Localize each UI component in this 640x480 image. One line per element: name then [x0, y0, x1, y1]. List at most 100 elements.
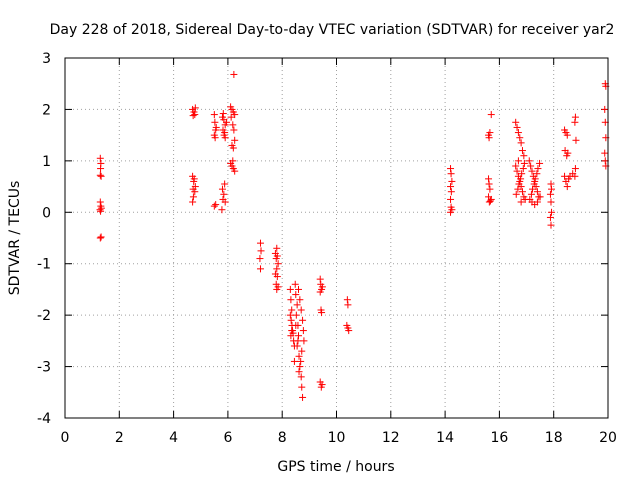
data-point	[219, 110, 227, 118]
data-point	[218, 206, 226, 214]
data-point	[97, 165, 105, 173]
data-point	[220, 190, 228, 198]
data-point	[486, 185, 494, 193]
data-point	[230, 126, 238, 134]
data-point	[299, 316, 307, 324]
data-point	[486, 129, 494, 137]
data-point	[191, 104, 199, 112]
data-point	[487, 111, 495, 119]
data-point	[518, 147, 526, 155]
data-point	[221, 180, 229, 188]
data-point	[272, 255, 280, 263]
data-point	[212, 123, 220, 131]
data-point	[513, 123, 521, 131]
data-point	[344, 301, 352, 309]
data-point	[229, 121, 237, 129]
data-point	[293, 301, 301, 309]
data-point	[447, 195, 455, 203]
data-point	[447, 165, 455, 173]
y-axis-label: SDTVAR / TECUs	[7, 181, 23, 296]
data-point	[316, 288, 324, 296]
data-point	[294, 285, 302, 293]
data-point	[189, 112, 197, 120]
data-point	[292, 321, 300, 329]
data-point	[298, 383, 306, 391]
data-point	[299, 393, 307, 401]
data-point	[273, 265, 281, 273]
data-point	[529, 185, 537, 193]
data-point	[547, 198, 555, 206]
data-point	[273, 273, 281, 281]
data-point	[564, 149, 572, 157]
x-tick-label: 18	[545, 430, 563, 446]
data-point	[97, 172, 105, 180]
data-point	[601, 105, 609, 113]
data-point	[546, 213, 554, 221]
x-tick-label: 8	[278, 430, 287, 446]
data-point	[571, 172, 579, 180]
data-point	[273, 285, 281, 293]
data-point	[448, 177, 456, 185]
data-point	[485, 180, 493, 188]
data-point	[536, 159, 544, 167]
data-point	[189, 198, 197, 206]
data-point	[547, 221, 555, 229]
data-point	[189, 193, 197, 201]
data-point	[210, 111, 218, 119]
data-point	[231, 111, 239, 119]
data-point	[288, 327, 296, 335]
data-point	[485, 134, 493, 142]
data-point	[447, 170, 455, 178]
data-point	[299, 327, 307, 335]
data-point	[571, 113, 579, 121]
data-point	[518, 170, 526, 178]
data-point	[231, 167, 239, 175]
data-point	[211, 134, 219, 142]
data-point	[536, 193, 544, 201]
data-point	[96, 234, 104, 242]
data-point	[292, 291, 300, 299]
data-point	[318, 381, 326, 389]
data-point	[517, 198, 525, 206]
grid-lines	[65, 58, 608, 418]
x-tick-label: 6	[223, 430, 232, 446]
data-point	[512, 118, 520, 126]
data-point	[318, 283, 326, 291]
data-point	[290, 357, 298, 365]
data-point	[533, 188, 541, 196]
data-point	[520, 152, 528, 160]
data-point	[512, 190, 520, 198]
data-point	[530, 180, 538, 188]
data-point	[486, 197, 494, 205]
data-point	[227, 113, 235, 121]
data-point	[548, 208, 556, 216]
data-point	[274, 260, 282, 268]
data-point	[286, 285, 294, 293]
data-point	[548, 185, 556, 193]
x-tick-label: 12	[382, 430, 400, 446]
data-point	[571, 165, 579, 173]
y-tick-label: -2	[37, 308, 51, 324]
plot-frame	[64, 57, 609, 419]
data-point	[517, 175, 525, 183]
data-point	[294, 332, 302, 340]
data-point	[273, 244, 281, 252]
y-tick-label: -1	[37, 257, 51, 273]
data-point	[514, 157, 522, 165]
data-point	[447, 188, 455, 196]
x-tick-label: 14	[436, 430, 454, 446]
data-point	[295, 368, 303, 376]
data-point	[517, 139, 525, 147]
data-point	[297, 373, 305, 381]
data-point	[96, 206, 104, 214]
data-point	[527, 190, 535, 198]
data-point	[287, 296, 295, 304]
x-tick-label: 0	[61, 430, 70, 446]
y-tick-label: -3	[37, 360, 51, 376]
data-point	[212, 201, 220, 209]
data-point	[298, 347, 306, 355]
data-points	[96, 70, 610, 401]
data-point	[525, 157, 533, 165]
y-tick-label: 2	[42, 102, 51, 118]
